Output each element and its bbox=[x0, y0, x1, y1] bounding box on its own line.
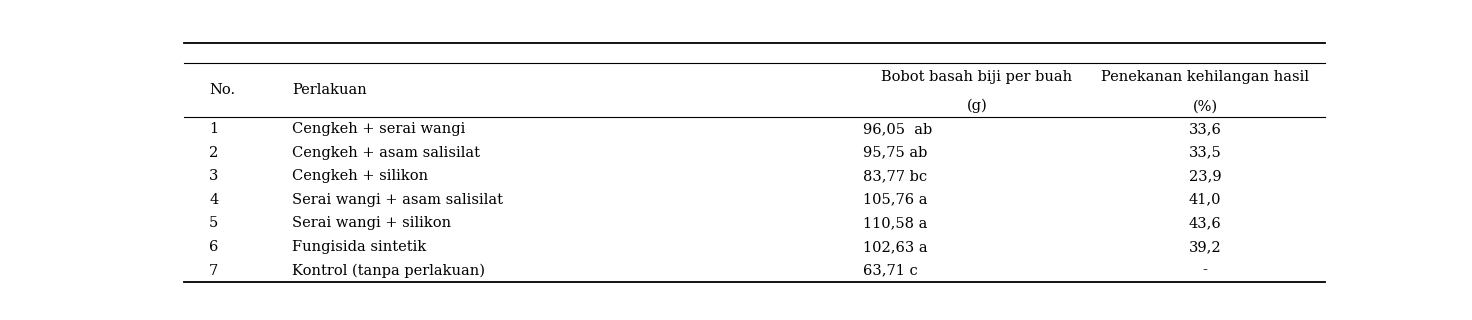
Text: 5: 5 bbox=[209, 216, 218, 230]
Text: Fungisida sintetik: Fungisida sintetik bbox=[293, 240, 427, 254]
Text: 3: 3 bbox=[209, 169, 218, 183]
Text: Penekanan kehilangan hasil: Penekanan kehilangan hasil bbox=[1101, 69, 1309, 84]
Text: Perlakuan: Perlakuan bbox=[293, 83, 367, 97]
Text: 33,5: 33,5 bbox=[1189, 146, 1222, 160]
Text: Serai wangi + asam salisilat: Serai wangi + asam salisilat bbox=[293, 193, 503, 207]
Text: 95,75 ab: 95,75 ab bbox=[863, 146, 927, 160]
Text: 33,6: 33,6 bbox=[1188, 122, 1222, 136]
Text: 102,63 a: 102,63 a bbox=[863, 240, 927, 254]
Text: Cengkeh + asam salisilat: Cengkeh + asam salisilat bbox=[293, 146, 480, 160]
Text: Cengkeh + silikon: Cengkeh + silikon bbox=[293, 169, 428, 183]
Text: 105,76 a: 105,76 a bbox=[863, 193, 927, 207]
Text: Serai wangi + silikon: Serai wangi + silikon bbox=[293, 216, 452, 230]
Text: 43,6: 43,6 bbox=[1189, 216, 1222, 230]
Text: Kontrol (tanpa perlakuan): Kontrol (tanpa perlakuan) bbox=[293, 263, 486, 278]
Text: 1: 1 bbox=[209, 122, 218, 136]
Text: 39,2: 39,2 bbox=[1189, 240, 1222, 254]
Text: 63,71 c: 63,71 c bbox=[863, 264, 917, 277]
Text: No.: No. bbox=[209, 83, 236, 97]
Text: Bobot basah biji per buah: Bobot basah biji per buah bbox=[882, 69, 1073, 84]
Text: 110,58 a: 110,58 a bbox=[863, 216, 927, 230]
Text: 2: 2 bbox=[209, 146, 218, 160]
Text: 83,77 bc: 83,77 bc bbox=[863, 169, 927, 183]
Text: 4: 4 bbox=[209, 193, 218, 207]
Text: 96,05  ab: 96,05 ab bbox=[863, 122, 932, 136]
Text: Cengkeh + serai wangi: Cengkeh + serai wangi bbox=[293, 122, 465, 136]
Text: -: - bbox=[1203, 264, 1207, 277]
Text: 7: 7 bbox=[209, 264, 218, 277]
Text: (g): (g) bbox=[967, 99, 988, 113]
Text: (%): (%) bbox=[1192, 99, 1217, 113]
Text: 6: 6 bbox=[209, 240, 218, 254]
Text: 41,0: 41,0 bbox=[1189, 193, 1222, 207]
Text: 23,9: 23,9 bbox=[1189, 169, 1222, 183]
